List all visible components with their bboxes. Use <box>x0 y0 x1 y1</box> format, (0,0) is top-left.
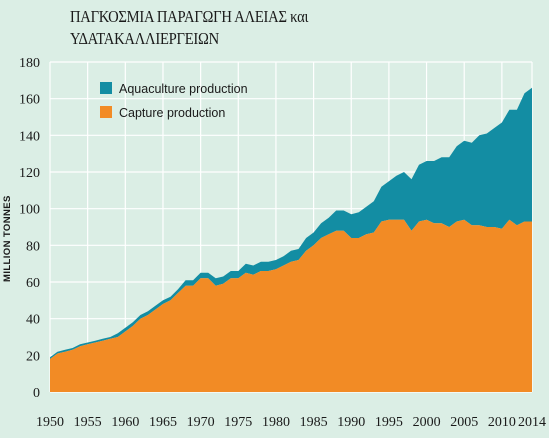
chart-title: ΠΑΓΚΟΣΜΙΑ ΠΑΡΑΓΩΓΗ ΑΛΕΙΑΣ και ΥΔΑΤΑΚΑΛΛΙ… <box>70 6 308 50</box>
x-tick-label-2010: 2010 <box>488 415 516 430</box>
title-line-1: ΠΑΓΚΟΣΜΙΑ ΠΑΡΑΓΩΓΗ ΑΛΕΙΑΣ και <box>70 7 309 26</box>
x-tick-label-1960: 1960 <box>111 415 139 430</box>
legend-label-1: Capture production <box>119 106 225 120</box>
y-tick-label-40: 40 <box>26 313 40 328</box>
x-tick-label-1990: 1990 <box>337 415 365 430</box>
x-tick-label-1950: 1950 <box>36 415 64 430</box>
x-tick-label-2005: 2005 <box>450 415 478 430</box>
y-tick-label-80: 80 <box>26 239 40 254</box>
y-tick-label-20: 20 <box>26 349 40 364</box>
x-tick-label-1975: 1975 <box>224 415 252 430</box>
x-tick-label-1995: 1995 <box>375 415 403 430</box>
x-tick-label-1965: 1965 <box>149 415 177 430</box>
y-tick-label-60: 60 <box>26 276 40 291</box>
x-tick-label-1980: 1980 <box>262 415 290 430</box>
y-tick-label-180: 180 <box>19 56 40 71</box>
y-tick-label-160: 160 <box>19 93 40 108</box>
legend-swatch-1 <box>100 106 112 118</box>
y-tick-label-0: 0 <box>33 386 40 401</box>
y-tick-label-120: 120 <box>19 166 40 181</box>
y-tick-label-100: 100 <box>19 203 40 218</box>
x-tick-label-1970: 1970 <box>187 415 215 430</box>
legend-label-0: Aquaculture production <box>119 82 248 96</box>
x-tick-label-2000: 2000 <box>413 415 441 430</box>
x-tick-label-1955: 1955 <box>74 415 102 430</box>
y-tick-label-140: 140 <box>19 129 40 144</box>
legend-swatch-0 <box>100 82 112 94</box>
x-tick-label-1985: 1985 <box>300 415 328 430</box>
x-tick-label-2014: 2014 <box>518 415 546 430</box>
area-capture-production <box>50 219 532 392</box>
title-line-2: ΥΔΑΤΑΚΑΛΛΙΕΡΓΕΙΩΝ <box>70 29 219 48</box>
